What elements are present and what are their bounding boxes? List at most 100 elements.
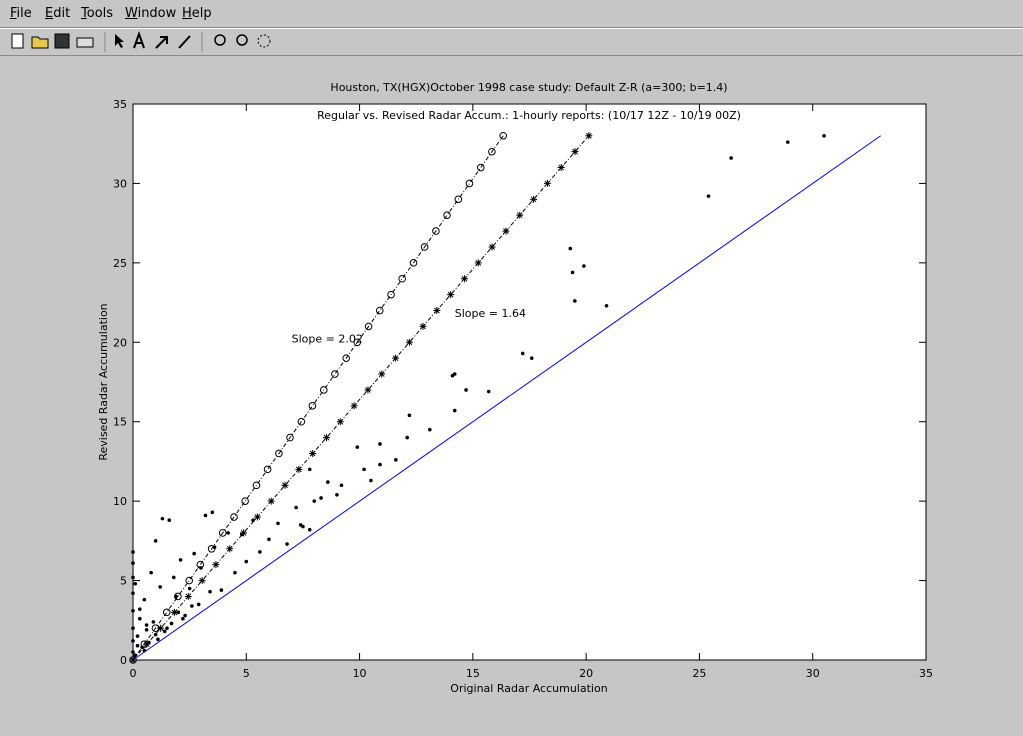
x-tick-label: 30 — [806, 667, 820, 680]
chart-title: Houston, TX(HGX)October 1998 case study:… — [330, 81, 727, 94]
series-line — [132, 135, 590, 661]
data-point — [162, 608, 171, 617]
data-point — [286, 433, 294, 442]
data-point — [312, 499, 317, 503]
data-point — [267, 537, 271, 542]
data-point — [392, 354, 400, 362]
data-point — [276, 521, 280, 526]
data-point — [465, 179, 474, 188]
menu-item[interactable]: Help — [182, 6, 212, 21]
data-point — [144, 628, 149, 632]
y-axis-label: Revised Radar Accumulation — [97, 303, 110, 460]
toolbar-icons — [11, 31, 271, 52]
save-icon[interactable] — [54, 33, 70, 49]
data-point — [529, 356, 534, 360]
select-icon[interactable] — [115, 34, 124, 48]
data-point — [230, 513, 238, 521]
new-icon[interactable] — [11, 33, 24, 49]
toolbar — [0, 28, 1023, 56]
menu-item[interactable]: Edit — [45, 6, 71, 21]
data-point — [460, 275, 468, 283]
x-tick-label: 0 — [130, 667, 137, 680]
data-point — [160, 516, 165, 521]
data-point — [364, 322, 373, 331]
menu-item[interactable]: File — [10, 6, 32, 21]
data-point — [263, 465, 272, 474]
data-point — [428, 427, 432, 432]
data-point — [174, 594, 178, 599]
data-point — [398, 274, 406, 283]
data-point — [196, 560, 205, 569]
data-point — [419, 322, 427, 330]
data-point — [364, 386, 372, 394]
menu-item[interactable]: Tools — [81, 6, 114, 21]
data-point — [281, 481, 289, 489]
x-tick-label: 15 — [466, 667, 480, 680]
data-point — [585, 132, 593, 140]
data-point — [405, 435, 409, 440]
data-point — [157, 624, 165, 632]
data-point — [557, 164, 565, 172]
data-point — [178, 558, 183, 562]
menu-item[interactable]: Window — [125, 6, 177, 21]
data-point — [322, 434, 330, 442]
data-point — [331, 370, 339, 378]
annotation: Slope = 2.02 — [292, 332, 363, 345]
data-point — [433, 307, 441, 315]
data-point — [151, 620, 156, 624]
data-point — [167, 518, 172, 523]
y-tick-label: 20 — [113, 336, 127, 349]
data-point — [131, 575, 135, 580]
data-point — [499, 131, 508, 140]
data-point — [169, 621, 174, 626]
data-point — [241, 497, 249, 505]
x-axis-label: Original Radar Accumulation — [450, 682, 607, 695]
data-point — [543, 179, 551, 187]
data-point — [185, 576, 193, 585]
data-point — [362, 467, 366, 472]
data-point — [131, 550, 135, 554]
data-point — [135, 634, 140, 638]
data-point — [285, 542, 289, 546]
data-point — [187, 586, 192, 591]
data-point — [452, 408, 457, 413]
data-point — [165, 626, 169, 631]
data-point — [258, 550, 262, 554]
data-point — [309, 449, 317, 457]
data-point — [443, 211, 451, 219]
data-point — [252, 481, 261, 490]
data-point — [208, 589, 212, 594]
zoom-out-icon[interactable] — [236, 34, 248, 46]
data-point — [516, 211, 524, 219]
data-point — [326, 480, 330, 484]
data-point — [420, 243, 429, 251]
line-icon[interactable] — [178, 35, 191, 49]
rotate-icon[interactable] — [257, 34, 271, 48]
data-point — [785, 140, 790, 144]
text-icon[interactable] — [133, 31, 145, 49]
y-tick-label: 30 — [113, 177, 127, 190]
menu-bar: File Edit Tools Window Help — [0, 0, 1023, 28]
series-line — [132, 135, 504, 661]
open-icon[interactable] — [31, 36, 49, 49]
data-point — [233, 570, 237, 575]
data-point — [488, 243, 496, 251]
data-point — [568, 246, 573, 251]
data-point — [488, 147, 496, 156]
data-point — [192, 551, 196, 556]
data-point — [133, 581, 138, 586]
y-tick-label: 25 — [113, 257, 127, 270]
data-point — [198, 577, 206, 585]
arrow-icon[interactable] — [155, 36, 168, 49]
print-icon[interactable] — [76, 37, 94, 48]
data-point — [530, 195, 538, 203]
y-tick-label: 0 — [120, 654, 127, 667]
zoom-in-icon[interactable] — [214, 34, 226, 46]
chart-subtitle: Regular vs. Revised Radar Accum.: 1-hour… — [317, 109, 741, 122]
annotation: Slope = 1.64 — [455, 307, 526, 320]
y-tick-label: 35 — [113, 98, 127, 111]
data-point — [144, 623, 149, 627]
data-point — [706, 194, 711, 198]
data-point — [275, 449, 283, 458]
